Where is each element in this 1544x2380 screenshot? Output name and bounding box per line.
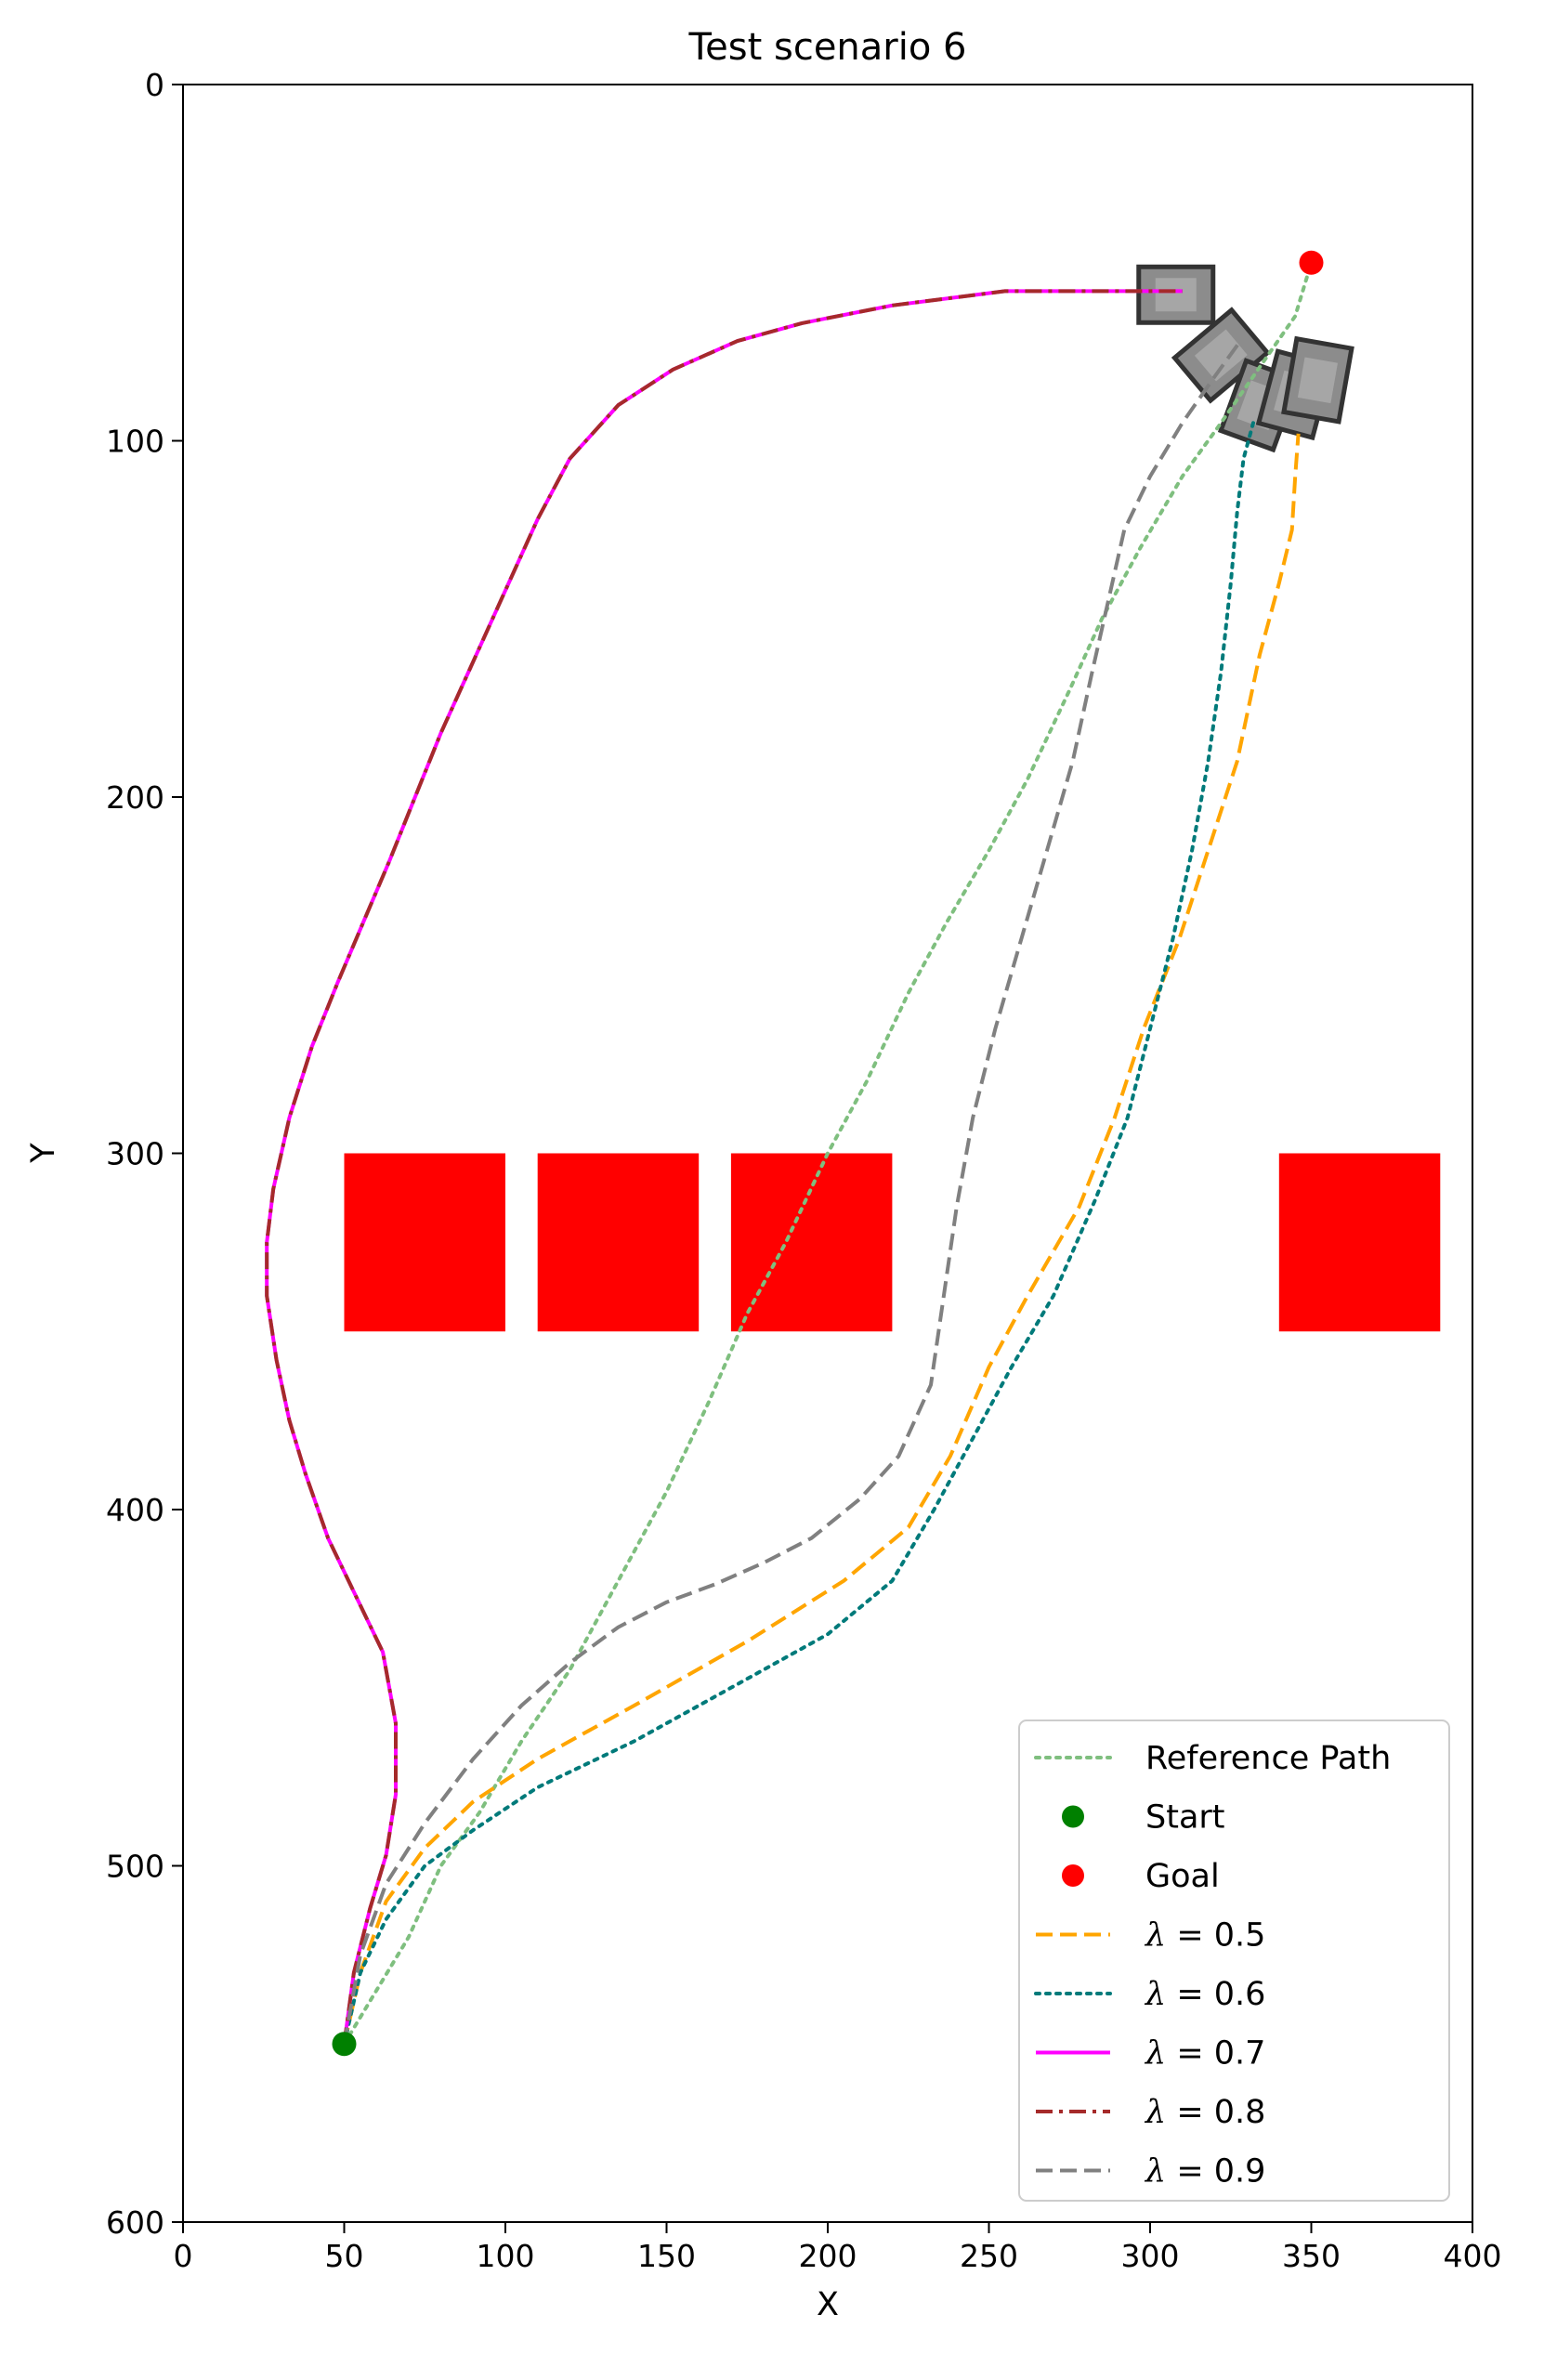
x-tick-label: 350 <box>1282 2238 1341 2274</box>
series-lines <box>265 260 1314 2047</box>
start-marker <box>332 2032 357 2057</box>
x-tick-label: 300 <box>1121 2238 1180 2274</box>
obstacle-3 <box>730 1153 893 1332</box>
goal-marker <box>1299 250 1324 275</box>
legend-label-6: λ = 0.7 <box>1144 2035 1265 2073</box>
obstacles <box>344 1153 1441 1332</box>
y-tick-label: 400 <box>106 1492 164 1528</box>
x-axis-ticks: 0 50 100 150 200 250 300 350 400 <box>174 2222 1502 2274</box>
y-tick-label: 500 <box>106 1849 164 1885</box>
vehicle-5 <box>1281 335 1354 425</box>
chart-title: Test scenario 6 <box>688 26 967 69</box>
legend-label-7: λ = 0.8 <box>1144 2094 1265 2131</box>
legend-label-5: λ = 0.6 <box>1144 1976 1265 2013</box>
obstacle-2 <box>537 1153 700 1332</box>
legend-label-3: Goal <box>1145 1858 1220 1895</box>
series-line-5 <box>265 289 1183 2045</box>
x-axis-label: X <box>817 2286 839 2323</box>
series-line-3 <box>342 421 1255 2047</box>
vehicle-1 <box>1136 264 1216 325</box>
x-tick-label: 250 <box>960 2238 1018 2274</box>
y-tick-label: 0 <box>145 67 164 103</box>
vehicles <box>1136 264 1354 453</box>
legend-label-1: Reference Path <box>1145 1740 1391 1777</box>
x-tick-label: 100 <box>477 2238 535 2274</box>
x-tick-label: 150 <box>637 2238 696 2274</box>
series-line-2 <box>342 433 1301 2045</box>
series-line-1 <box>342 260 1314 2047</box>
y-tick-label: 200 <box>106 779 164 816</box>
x-tick-label: 50 <box>325 2238 364 2274</box>
legend-label-2: Start <box>1145 1799 1225 1837</box>
obstacle-4 <box>1278 1153 1441 1332</box>
markers <box>332 250 1324 2057</box>
x-tick-label: 400 <box>1444 2238 1502 2274</box>
legend-label-4: λ = 0.5 <box>1144 1917 1265 1955</box>
y-axis-label: Y <box>25 1143 62 1164</box>
legend-swatch-3 <box>1062 1864 1084 1887</box>
obstacle-1 <box>344 1153 505 1332</box>
y-axis-ticks: 0 100 200 300 400 500 600 <box>106 67 183 2241</box>
legend-label-8: λ = 0.9 <box>1144 2153 1265 2190</box>
y-tick-label: 600 <box>106 2204 164 2241</box>
x-tick-label: 0 <box>174 2238 193 2274</box>
legend-swatch-2 <box>1062 1805 1084 1828</box>
y-tick-label: 300 <box>106 1136 164 1172</box>
y-tick-label: 100 <box>106 424 164 460</box>
legend-box <box>1018 1720 1450 2202</box>
series-line-6 <box>342 339 1242 2045</box>
legend: Reference Path Start Goal λ = 0.5 λ = 0.6 λ =… <box>1018 1720 1450 2202</box>
x-tick-label: 200 <box>799 2238 857 2274</box>
